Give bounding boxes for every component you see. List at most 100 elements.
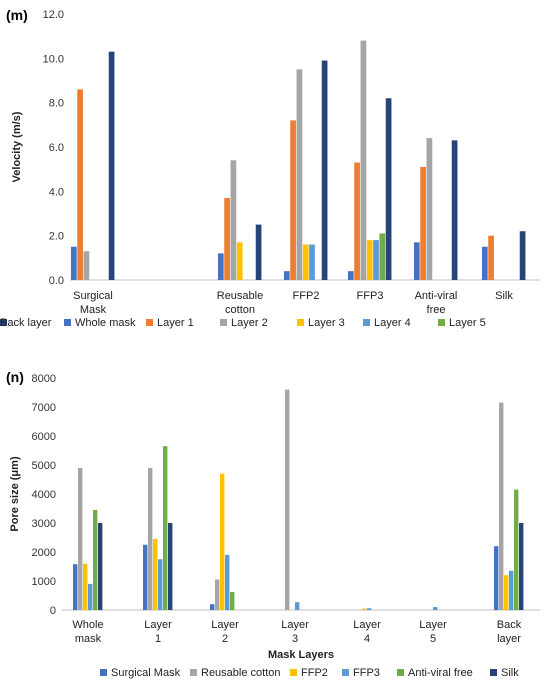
bar xyxy=(362,608,367,610)
bar xyxy=(83,563,88,610)
bar xyxy=(366,240,373,280)
chart-velocity: 0.0 2.0 4.0 6.0 8.0 10.0 12.0 Velocity (m/s) Sur… xyxy=(0,9,540,329)
bar xyxy=(143,544,148,610)
bar xyxy=(514,489,519,610)
bar xyxy=(504,575,509,610)
bar xyxy=(108,51,115,280)
x-category-label: Back layer xyxy=(497,619,522,645)
chart-pore-size: 0 1000 2000 3000 4000 5000 6000 7000 8000 Pore si… xyxy=(9,373,540,679)
y-tick-label: 8000 xyxy=(32,373,56,385)
bar xyxy=(302,244,309,280)
y-tick-label: 0 xyxy=(50,605,56,617)
y-tick-label: 6.0 xyxy=(49,142,64,154)
legend-swatch xyxy=(438,319,445,326)
y-tick-label: 10.0 xyxy=(43,53,64,65)
x-category-label: Layer 5 xyxy=(419,619,447,645)
bar xyxy=(385,98,392,280)
bar xyxy=(77,89,83,280)
bar xyxy=(224,197,230,280)
x-category-label-line: Layer xyxy=(144,619,172,631)
legend-label: Reusable cotton xyxy=(201,667,281,679)
legend-label: Silk xyxy=(501,667,519,679)
y-tick-label: 1000 xyxy=(32,576,56,588)
panel-label-n: (n) xyxy=(6,369,24,385)
y-axis-title: Pore size (μm) xyxy=(9,456,21,532)
x-category-label-line: FFP3 xyxy=(357,290,384,302)
x-category-label-line: FFP2 xyxy=(293,290,320,302)
legend-swatch xyxy=(490,669,497,676)
x-category-label-line: Anti-viral xyxy=(415,290,458,302)
x-category-label: FFP2 xyxy=(293,290,320,302)
panel-label-m: (m) xyxy=(6,7,28,23)
legend-label: Surgical Mask xyxy=(111,667,181,679)
bar xyxy=(93,509,98,610)
bar xyxy=(347,271,354,280)
x-category-label-line: 1 xyxy=(155,633,161,645)
x-category-label-line: 5 xyxy=(430,633,436,645)
legend-label: Layer 1 xyxy=(157,317,194,329)
x-category-label-line: mask xyxy=(75,633,102,645)
bar xyxy=(360,40,367,280)
bar xyxy=(98,523,103,610)
y-tick-label: 2.0 xyxy=(49,231,64,243)
x-category-label-line: cotton xyxy=(225,304,255,316)
bar xyxy=(321,60,328,280)
legend-label: Layer 4 xyxy=(374,317,411,329)
x-category-label: Layer 4 xyxy=(353,619,381,645)
legend-swatch xyxy=(64,319,71,326)
legend-swatch xyxy=(100,669,107,676)
legend-label: Layer 2 xyxy=(231,317,268,329)
bar xyxy=(283,271,290,280)
bar xyxy=(78,467,83,610)
x-category-label: Reusable cotton xyxy=(217,290,263,316)
x-category-label: Layer 3 xyxy=(281,619,309,645)
x-category-label-line: free xyxy=(427,304,446,316)
legend-swatch xyxy=(290,669,297,676)
legend-label: Layer 5 xyxy=(449,317,486,329)
x-category-label-line: 4 xyxy=(364,633,370,645)
y-tick-label: 3000 xyxy=(32,518,56,530)
x-category-label: Silk xyxy=(495,290,513,302)
bar xyxy=(210,604,215,610)
bar xyxy=(494,546,499,610)
bar xyxy=(354,162,360,280)
y-tick-label: 2000 xyxy=(32,547,56,559)
bar xyxy=(225,554,230,610)
legend-label: Back layer xyxy=(0,317,52,329)
legend-swatch xyxy=(397,669,404,676)
legend-label: Layer 3 xyxy=(308,317,345,329)
bar xyxy=(488,235,494,280)
legend-swatch xyxy=(220,319,227,326)
bar xyxy=(220,473,225,610)
y-tick-label: 0.0 xyxy=(49,275,64,287)
x-category-label-line: Surgical xyxy=(73,290,113,302)
x-category-label: Layer 2 xyxy=(211,619,239,645)
x-category-label-line: Whole xyxy=(72,619,103,631)
bar xyxy=(499,402,504,610)
bar xyxy=(296,69,303,281)
bar xyxy=(230,592,235,610)
bar xyxy=(295,602,300,610)
x-category-label-line: Layer xyxy=(281,619,309,631)
y-axis-title: Velocity (m/s) xyxy=(11,111,23,182)
x-category-label: FFP3 xyxy=(357,290,384,302)
bar xyxy=(230,160,237,280)
x-category-label-line: 2 xyxy=(222,633,228,645)
x-axis-title: Mask Layers xyxy=(268,649,334,661)
bar xyxy=(285,389,290,610)
legend-swatch xyxy=(0,319,7,326)
bar xyxy=(215,579,220,610)
bar xyxy=(70,246,77,280)
y-tick-label: 4.0 xyxy=(49,186,64,198)
x-category-label-line: Back xyxy=(497,619,522,631)
bar xyxy=(509,570,514,610)
legend-label: FFP2 xyxy=(301,667,328,679)
bar xyxy=(236,242,243,280)
x-category-label-line: layer xyxy=(497,633,521,645)
bar xyxy=(379,233,386,280)
legend-swatch xyxy=(363,319,370,326)
legend-swatch xyxy=(190,669,197,676)
y-tick-label: 5000 xyxy=(32,460,56,472)
bar xyxy=(73,564,78,610)
bar xyxy=(373,240,379,280)
